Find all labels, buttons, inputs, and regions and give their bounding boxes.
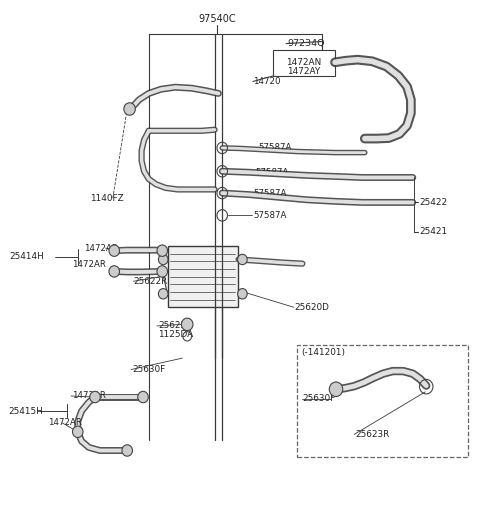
Circle shape <box>138 391 148 403</box>
Text: 25422: 25422 <box>419 198 447 207</box>
Circle shape <box>329 382 343 397</box>
Circle shape <box>158 254 168 265</box>
Circle shape <box>157 245 168 256</box>
Text: 25623R: 25623R <box>355 430 389 439</box>
Text: 97540C: 97540C <box>198 14 236 24</box>
Text: 1125DA: 1125DA <box>158 330 193 339</box>
Circle shape <box>109 266 120 277</box>
Circle shape <box>157 266 168 277</box>
Text: 1472AR: 1472AR <box>72 391 106 401</box>
Text: 1472AR: 1472AR <box>48 418 82 428</box>
Bar <box>168 246 238 307</box>
Text: 25623T: 25623T <box>158 321 192 331</box>
Circle shape <box>90 391 100 403</box>
Circle shape <box>109 245 120 256</box>
Text: 25414H: 25414H <box>10 252 44 262</box>
Text: 25620D: 25620D <box>295 303 330 312</box>
Text: 1472AY: 1472AY <box>287 66 321 76</box>
Circle shape <box>122 445 132 456</box>
Circle shape <box>238 289 247 299</box>
Bar <box>297 345 468 457</box>
Text: 1472AR: 1472AR <box>72 260 106 269</box>
Text: (-141201): (-141201) <box>301 348 345 358</box>
Text: 25622R: 25622R <box>133 277 168 286</box>
Text: 25415H: 25415H <box>9 406 43 416</box>
Text: 1472AN: 1472AN <box>286 58 322 67</box>
Circle shape <box>181 318 193 331</box>
Text: 25630F: 25630F <box>302 394 336 403</box>
Text: 25630F: 25630F <box>132 365 165 374</box>
Bar <box>273 50 335 76</box>
Text: 57587A: 57587A <box>253 188 287 198</box>
Text: 97234Q: 97234Q <box>287 39 324 48</box>
Text: 14720: 14720 <box>253 77 280 86</box>
Text: 1140FZ: 1140FZ <box>90 194 124 203</box>
Circle shape <box>72 426 83 438</box>
Text: 25421: 25421 <box>419 227 447 237</box>
Text: 57587A: 57587A <box>253 211 287 220</box>
Text: 1472AR: 1472AR <box>84 243 119 253</box>
Text: 57587A: 57587A <box>256 168 289 177</box>
Circle shape <box>238 254 247 265</box>
Circle shape <box>124 103 135 115</box>
Circle shape <box>158 289 168 299</box>
Text: 57587A: 57587A <box>258 143 292 153</box>
